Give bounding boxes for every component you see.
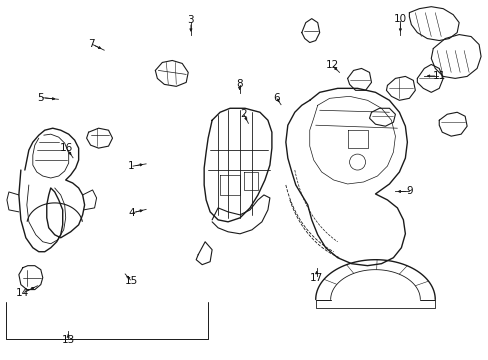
Text: 16: 16 (60, 143, 73, 153)
Text: 3: 3 (187, 15, 194, 26)
Text: 7: 7 (87, 39, 94, 49)
Text: 6: 6 (272, 93, 279, 103)
Text: 8: 8 (236, 79, 243, 89)
Text: 15: 15 (124, 276, 138, 286)
Text: 10: 10 (393, 14, 406, 24)
Text: 9: 9 (406, 186, 412, 197)
Text: 14: 14 (16, 288, 29, 298)
Text: 13: 13 (61, 334, 75, 345)
Text: 5: 5 (38, 93, 44, 103)
Text: 4: 4 (128, 208, 135, 218)
Text: 11: 11 (432, 71, 445, 81)
Text: 17: 17 (309, 273, 323, 283)
Text: 12: 12 (325, 60, 338, 70)
Text: 1: 1 (128, 161, 135, 171)
Text: 2: 2 (240, 109, 246, 119)
